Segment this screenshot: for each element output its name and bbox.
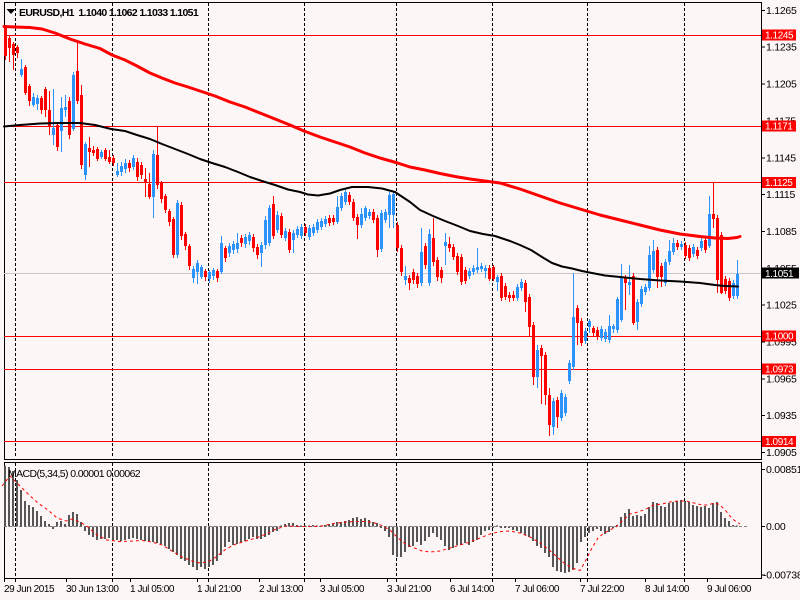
- svg-text:1.0914: 1.0914: [765, 437, 794, 448]
- svg-text:3 Jul 21:00: 3 Jul 21:00: [387, 584, 432, 595]
- svg-text:0.00: 0.00: [766, 521, 786, 533]
- svg-text:1.1085: 1.1085: [766, 226, 797, 238]
- svg-text:7 Jul 06:00: 7 Jul 06:00: [515, 584, 560, 595]
- svg-text:1.0973: 1.0973: [765, 365, 794, 376]
- svg-text:30 Jun 13:00: 30 Jun 13:00: [66, 584, 119, 595]
- svg-text:8 Jul 14:00: 8 Jul 14:00: [645, 584, 690, 595]
- svg-text:1.1051: 1.1051: [765, 269, 794, 280]
- svg-text:29 Jun 2015: 29 Jun 2015: [4, 584, 55, 595]
- svg-text:1.1125: 1.1125: [765, 178, 793, 189]
- svg-text:1.1000: 1.1000: [765, 331, 794, 342]
- svg-text:1 Jul 05:00: 1 Jul 05:00: [130, 584, 175, 595]
- svg-text:7 Jul 22:00: 7 Jul 22:00: [580, 584, 625, 595]
- svg-text:1.0965: 1.0965: [766, 373, 797, 385]
- svg-text:1.1171: 1.1171: [765, 121, 793, 132]
- svg-text:1.0935: 1.0935: [766, 410, 797, 422]
- svg-text:1.1265: 1.1265: [766, 5, 797, 17]
- svg-text:1.1205: 1.1205: [766, 79, 797, 91]
- svg-text:3 Jul 05:00: 3 Jul 05:00: [320, 584, 365, 595]
- svg-text:1 Jul 21:00: 1 Jul 21:00: [197, 584, 242, 595]
- svg-text:1.1145: 1.1145: [766, 152, 796, 164]
- svg-text:0.00851: 0.00851: [766, 464, 800, 476]
- svg-text:6 Jul 14:00: 6 Jul 14:00: [450, 584, 495, 595]
- svg-text:1.1115: 1.1115: [766, 189, 795, 201]
- svg-text:1.0905: 1.0905: [766, 447, 797, 459]
- svg-text:1.1245: 1.1245: [765, 31, 794, 42]
- svg-text:2 Jul 13:00: 2 Jul 13:00: [259, 584, 304, 595]
- svg-text:-0.00738: -0.00738: [763, 570, 800, 582]
- svg-text:9 Jul 06:00: 9 Jul 06:00: [707, 584, 752, 595]
- svg-text:MACD(5,34,5) 0.00001 0.00062: MACD(5,34,5) 0.00001 0.00062: [8, 468, 141, 480]
- svg-text:1.1025: 1.1025: [766, 300, 797, 312]
- svg-text:EURUSD,H1 1.1040 1.1062 1.103: EURUSD,H1 1.1040 1.1062 1.1033 1.1051: [19, 7, 199, 19]
- svg-text:1.1235: 1.1235: [766, 42, 797, 54]
